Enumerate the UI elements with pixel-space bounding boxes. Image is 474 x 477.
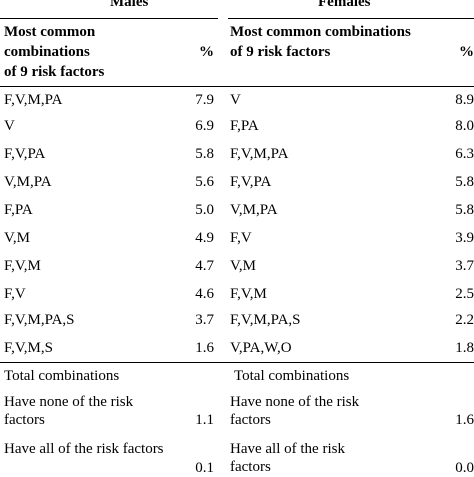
females-combo-cell: V,M xyxy=(230,258,256,274)
females-none-pct: 1.6 xyxy=(455,412,474,428)
males-all-pct: 0.1 xyxy=(195,460,214,476)
females-all-label-line-1: Have all of the risk xyxy=(230,441,345,457)
males-combo-cell: F,V,PA xyxy=(4,146,46,162)
males-header-rule xyxy=(0,18,218,19)
females-combo-cell: V,M,PA xyxy=(230,202,278,218)
females-combo-cell: F,V,M xyxy=(230,286,267,302)
males-combo-header-line-2: combinations xyxy=(4,44,90,60)
females-all-pct: 0.0 xyxy=(455,460,474,476)
females-combo-cell: F,V,M,PA xyxy=(230,146,289,162)
males-combo-cell: V,M xyxy=(4,230,30,246)
males-combo-header-line-3: of 9 risk factors xyxy=(4,64,105,80)
males-pct-cell: 3.7 xyxy=(195,312,214,328)
females-pct-cell: 2.5 xyxy=(455,286,474,302)
males-combo-cell: F,PA xyxy=(4,202,33,218)
males-pct-cell: 4.7 xyxy=(195,258,214,274)
females-combo-cell: V xyxy=(230,92,241,108)
males-pct-header: % xyxy=(199,44,214,60)
females-combo-header-line-2: of 9 risk factors xyxy=(230,44,331,60)
females-pct-cell: 5.8 xyxy=(455,174,474,190)
group-header-males: Males xyxy=(110,0,149,10)
females-all-label-line-2: factors xyxy=(230,459,271,475)
males-pct-cell: 7.9 xyxy=(195,92,214,108)
females-none-label-line-2: factors xyxy=(230,412,271,428)
males-none-label-line-1: Have none of the risk xyxy=(4,394,134,410)
males-none-pct: 1.1 xyxy=(195,412,214,428)
females-pct-cell: 8.9 xyxy=(455,92,474,108)
females-combo-cell: F,V xyxy=(230,230,252,246)
females-none-label-line-1: Have none of the risk xyxy=(230,394,360,410)
females-combo-header-line-1: Most common combinations xyxy=(230,24,411,40)
males-pct-cell: 6.9 xyxy=(195,118,214,134)
females-pct-cell: 3.9 xyxy=(455,230,474,246)
males-combo-header-line-1: Most common xyxy=(4,24,96,40)
males-total-label: Total combinations xyxy=(4,368,120,384)
females-pct-cell: 1.8 xyxy=(455,340,474,356)
females-combo-cell: V,PA,W,O xyxy=(230,340,292,356)
males-combo-cell: V,M,PA xyxy=(4,174,52,190)
males-combo-cell: F,V xyxy=(4,286,26,302)
females-header-rule xyxy=(228,18,474,19)
males-pct-cell: 4.6 xyxy=(195,286,214,302)
males-none-label-line-2: factors xyxy=(4,412,45,428)
group-header-females: Females xyxy=(318,0,371,10)
males-combo-cell: F,V,M,PA,S xyxy=(4,312,75,328)
males-all-label: Have all of the risk factors xyxy=(4,441,164,457)
males-pct-cell: 5.0 xyxy=(195,202,214,218)
females-pct-cell: 5.8 xyxy=(455,202,474,218)
males-pct-cell: 5.6 xyxy=(195,174,214,190)
females-combo-cell: F,V,PA xyxy=(230,174,272,190)
males-pct-cell: 5.8 xyxy=(195,146,214,162)
males-combo-cell: F,V,M,S xyxy=(4,340,53,356)
females-pct-cell: 6.3 xyxy=(455,146,474,162)
females-combo-cell: F,V,M,PA,S xyxy=(230,312,301,328)
males-combo-cell: F,V,M xyxy=(4,258,41,274)
males-combo-cell: F,V,M,PA xyxy=(4,92,63,108)
females-total-label: Total combinations xyxy=(234,368,350,384)
males-pct-cell: 4.9 xyxy=(195,230,214,246)
males-pct-cell: 1.6 xyxy=(195,340,214,356)
females-pct-cell: 8.0 xyxy=(455,118,474,134)
summary-top-rule xyxy=(0,362,474,363)
females-combo-cell: F,PA xyxy=(230,118,259,134)
females-pct-cell: 2.2 xyxy=(455,312,474,328)
females-pct-cell: 3.7 xyxy=(455,258,474,274)
males-combo-cell: V xyxy=(4,118,15,134)
header-bottom-rule xyxy=(0,86,474,87)
females-pct-header: % xyxy=(459,44,474,60)
